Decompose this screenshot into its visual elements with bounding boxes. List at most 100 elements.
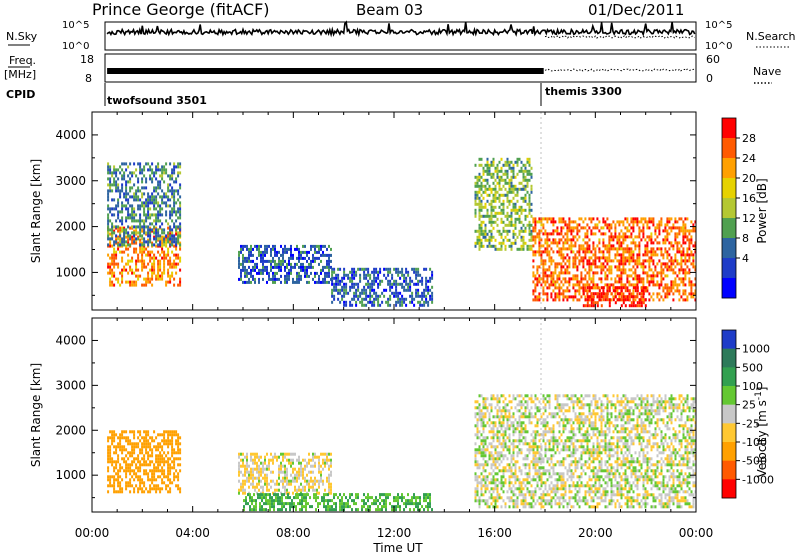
heatmap-cell bbox=[586, 229, 589, 233]
heatmap-cell bbox=[482, 214, 485, 218]
heatmap-cell bbox=[312, 277, 314, 281]
heatmap-cell bbox=[320, 479, 322, 483]
heatmap-cell bbox=[638, 262, 641, 266]
heatmap-cell bbox=[111, 463, 114, 467]
heatmap-cell bbox=[325, 493, 327, 497]
heatmap-cell bbox=[256, 262, 258, 266]
heatmap-cell bbox=[159, 460, 162, 464]
heatmap-cell bbox=[540, 259, 543, 263]
heatmap-cell bbox=[147, 207, 150, 211]
heatmap-cell bbox=[147, 250, 150, 254]
heatmap-cell bbox=[135, 259, 138, 263]
heatmap-cell bbox=[604, 223, 607, 227]
heatmap-cell bbox=[139, 481, 142, 485]
heatmap-cell bbox=[159, 274, 162, 278]
heatmap-cell bbox=[498, 196, 501, 200]
heatmap-cell bbox=[652, 241, 655, 245]
heatmap-cell bbox=[383, 288, 386, 292]
heatmap-cell bbox=[534, 229, 537, 233]
heatmap-cell bbox=[502, 193, 505, 197]
heatmap-cell bbox=[500, 445, 503, 449]
heatmap-cell bbox=[139, 274, 142, 278]
heatmap-cell bbox=[480, 424, 483, 428]
heatmap-cell bbox=[646, 259, 649, 263]
heatmap-cell bbox=[254, 455, 256, 459]
heatmap-cell bbox=[662, 241, 665, 245]
heatmap-cell bbox=[296, 244, 298, 248]
heatmap-cell bbox=[131, 460, 134, 464]
heatmap-cell bbox=[175, 232, 178, 236]
heatmap-cell bbox=[246, 476, 248, 480]
heatmap-cell bbox=[478, 217, 481, 221]
heatmap-cell bbox=[145, 240, 148, 244]
heatmap-cell bbox=[480, 175, 483, 179]
heatmap-cell bbox=[155, 201, 158, 205]
heatmap-cell bbox=[578, 292, 581, 296]
heatmap-cell bbox=[680, 253, 683, 257]
heatmap-cell bbox=[636, 265, 639, 269]
heatmap-cell bbox=[518, 187, 521, 191]
freq-panel: Freq. [MHz] 18 8 60 0 Nave bbox=[4, 53, 781, 85]
heatmap-cell bbox=[259, 496, 261, 500]
heatmap-cell bbox=[266, 485, 268, 489]
heatmap-cell bbox=[127, 238, 130, 242]
heatmap-cell bbox=[530, 232, 533, 236]
heatmap-cell bbox=[240, 488, 242, 492]
heatmap-cell bbox=[121, 201, 124, 205]
heatmap-cell bbox=[690, 280, 693, 284]
heatmap-cell bbox=[588, 244, 591, 248]
heatmap-cell bbox=[163, 457, 166, 461]
heatmap-cell bbox=[612, 238, 615, 242]
heatmap-cell bbox=[375, 496, 377, 500]
heatmap-cell bbox=[606, 244, 609, 248]
heatmap-cell bbox=[425, 294, 428, 298]
heatmap-cell bbox=[500, 241, 503, 245]
heatmap-cell bbox=[620, 295, 623, 299]
heatmap-cell bbox=[391, 508, 393, 512]
heatmap-cell bbox=[474, 190, 477, 194]
heatmap-cell bbox=[480, 232, 483, 236]
heatmap-cell bbox=[646, 247, 649, 251]
heatmap-cell bbox=[139, 460, 142, 464]
heatmap-cell bbox=[169, 183, 172, 187]
heatmap-cell bbox=[179, 436, 182, 440]
heatmap-cell bbox=[371, 285, 374, 289]
heatmap-cell bbox=[299, 493, 301, 497]
heatmap-cell bbox=[614, 256, 617, 260]
heatmap-cell bbox=[246, 470, 248, 474]
heatmap-cell bbox=[161, 487, 164, 491]
heatmap-cell bbox=[534, 283, 537, 287]
heatmap-cell bbox=[534, 217, 537, 221]
heatmap-cell bbox=[642, 259, 645, 263]
heatmap-cell bbox=[652, 259, 655, 263]
heatmap-cell bbox=[306, 479, 308, 483]
heatmap-cell bbox=[634, 298, 637, 302]
heatmap-cell bbox=[298, 256, 300, 260]
heatmap-cell bbox=[121, 451, 124, 455]
heatmap-cell bbox=[141, 237, 144, 241]
heatmap-cell bbox=[652, 247, 655, 251]
heatmap-cell bbox=[620, 304, 623, 308]
heatmap-cell bbox=[269, 496, 271, 500]
heatmap-cell bbox=[690, 295, 693, 299]
heatmap-cell bbox=[149, 490, 152, 494]
heatmap-cell bbox=[177, 445, 180, 449]
heatmap-cell bbox=[692, 283, 695, 287]
heatmap-cell bbox=[482, 457, 485, 461]
heatmap-cell bbox=[286, 476, 288, 480]
heatmap-cell bbox=[498, 436, 501, 440]
heatmap-cell bbox=[159, 454, 162, 458]
heatmap-cell bbox=[111, 439, 114, 443]
heatmap-cell bbox=[492, 214, 495, 218]
heatmap-cell bbox=[171, 174, 174, 178]
heatmap-cell bbox=[115, 277, 118, 281]
heatmap-cell bbox=[393, 496, 395, 500]
heatmap-cell bbox=[602, 250, 605, 254]
heatmap-cell bbox=[660, 253, 663, 257]
heatmap-cell bbox=[478, 445, 481, 449]
heatmap-cell bbox=[598, 286, 601, 290]
heatmap-cell bbox=[326, 461, 328, 465]
heatmap-cell bbox=[660, 280, 663, 284]
heatmap-cell bbox=[268, 274, 270, 278]
heatmap-cell bbox=[149, 478, 152, 482]
